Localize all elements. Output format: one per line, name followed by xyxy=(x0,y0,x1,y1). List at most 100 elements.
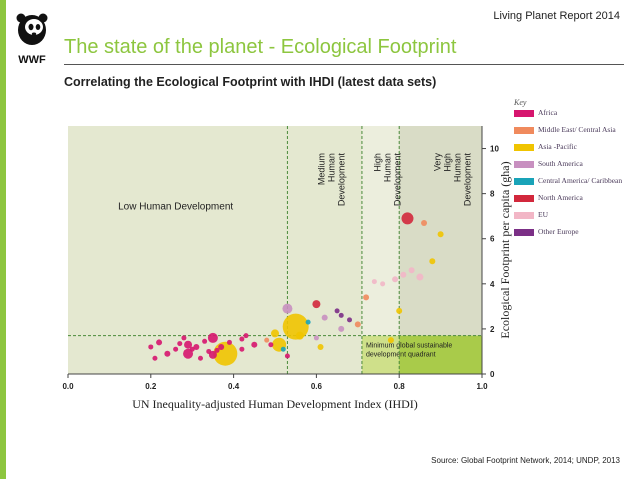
data-point xyxy=(305,319,311,325)
quadrant-fill-very-high xyxy=(399,335,482,374)
y-tick-label: 2 xyxy=(490,325,495,334)
data-point xyxy=(429,258,436,265)
data-point xyxy=(181,335,187,341)
legend-swatch xyxy=(514,178,534,185)
data-point xyxy=(173,346,179,352)
data-point xyxy=(226,339,232,345)
region-label-line: Medium xyxy=(317,153,327,185)
high-development-band xyxy=(361,126,400,374)
data-point xyxy=(264,337,270,343)
data-point xyxy=(164,350,171,357)
data-point xyxy=(313,335,319,341)
data-point xyxy=(401,212,414,225)
data-point xyxy=(396,307,403,314)
report-title: Living Planet Report 2014 xyxy=(493,10,620,22)
data-point xyxy=(408,267,415,274)
legend-label: Africa xyxy=(538,108,558,117)
quadrant-label: Minimum global sustainable development qu… xyxy=(366,343,452,359)
data-point xyxy=(371,279,377,285)
region-label-line: Human xyxy=(383,153,393,182)
data-point xyxy=(213,341,238,366)
legend-label: Central America/ Caribbean xyxy=(538,176,623,185)
data-point xyxy=(437,231,444,238)
region-label-line: Very xyxy=(433,153,443,172)
data-point xyxy=(214,347,220,353)
legend-item: Africa xyxy=(514,109,624,126)
quadrant-label-line: Minimum global sustainable xyxy=(366,343,452,350)
data-point xyxy=(354,321,361,328)
data-point xyxy=(189,346,195,352)
wwf-panda-logo: WWF xyxy=(12,10,52,66)
legend-swatch xyxy=(514,127,534,134)
legend-swatch xyxy=(514,144,534,151)
data-point xyxy=(183,348,194,359)
region-label-line: Development xyxy=(393,153,403,207)
data-point xyxy=(207,332,218,343)
legend-item: South America xyxy=(514,160,624,177)
data-point xyxy=(317,343,324,350)
data-point xyxy=(363,294,370,301)
legend-label: Middle East/ Central Asia xyxy=(538,125,616,134)
y-axis-label-group: Ecological Footprint per capita (gha) xyxy=(498,161,512,338)
region-label-line: Development xyxy=(463,153,473,207)
data-point xyxy=(148,344,154,350)
y-tick-label: 8 xyxy=(490,190,495,199)
region-label-line: High xyxy=(373,153,383,172)
region-label-line: Human xyxy=(453,153,463,182)
legend-swatch xyxy=(514,229,534,236)
legend-label: North America xyxy=(538,193,583,202)
region-label-group: VeryHighHumanDevelopment xyxy=(433,153,473,207)
data-point xyxy=(338,312,344,318)
wwf-logo-text: WWF xyxy=(18,54,46,66)
x-tick-label: 0.6 xyxy=(311,382,323,391)
data-point xyxy=(184,340,193,349)
data-point xyxy=(202,338,208,344)
region-label: Low Human Development xyxy=(118,201,233,212)
data-point xyxy=(156,339,163,346)
page-title: The state of the planet - Ecological Foo… xyxy=(64,36,457,58)
data-point xyxy=(271,329,279,338)
data-point xyxy=(387,337,394,344)
legend-label: Asia -Pacific xyxy=(538,142,577,151)
region-label: HighHumanDevelopment xyxy=(373,153,403,207)
region-labels: Low Human DevelopmentMediumHumanDevelopm… xyxy=(118,153,472,213)
region-label-group: MediumHumanDevelopment xyxy=(317,153,347,207)
data-points xyxy=(148,212,444,366)
accent-side-bar xyxy=(0,0,6,479)
data-point xyxy=(268,342,274,348)
legend-item: Middle East/ Central Asia xyxy=(514,126,624,143)
source-note: Source: Global Footprint Network, 2014; … xyxy=(431,456,620,465)
y-tick-label: 0 xyxy=(490,370,495,379)
development-region-bands xyxy=(361,126,482,374)
region-label: VeryHighHumanDevelopment xyxy=(433,153,473,207)
data-point xyxy=(243,333,249,339)
legend-item: Central America/ Caribbean xyxy=(514,177,624,194)
data-point xyxy=(197,355,203,361)
data-point xyxy=(218,343,225,350)
region-label-line: Development xyxy=(337,153,347,207)
data-point xyxy=(177,341,183,347)
x-tick-label: 1.0 xyxy=(476,382,488,391)
data-point xyxy=(193,343,200,350)
data-point xyxy=(280,346,286,352)
quadrant-label-line: development quadrant xyxy=(366,352,436,359)
x-axis-label: UN Inequality-adjusted Human Development… xyxy=(132,397,418,411)
x-tick-label: 0.8 xyxy=(394,382,406,391)
chart-subtitle: Correlating the Ecological Footprint wit… xyxy=(64,75,437,89)
legend-swatch xyxy=(514,212,534,219)
data-point xyxy=(380,281,386,287)
y-axis: 0 2 4 6 8 10 Ecological Footprint per capita (… xyxy=(481,126,512,379)
legend-item: EU xyxy=(514,211,624,228)
legend-title: Key xyxy=(514,98,527,107)
x-tick-label: 0.0 xyxy=(62,382,74,391)
data-point xyxy=(239,346,245,352)
data-point xyxy=(282,303,293,314)
data-point xyxy=(312,300,321,309)
x-axis: 0.0 0.2 0.4 0.6 0.8 1.0 UN Inequality-adjusted… xyxy=(62,373,488,411)
legend-swatch xyxy=(514,110,534,117)
y-tick-label: 4 xyxy=(490,280,495,289)
data-point xyxy=(152,355,158,361)
x-tick-label: 0.2 xyxy=(145,382,157,391)
data-point xyxy=(334,308,340,314)
region-label-line: High xyxy=(443,153,453,172)
